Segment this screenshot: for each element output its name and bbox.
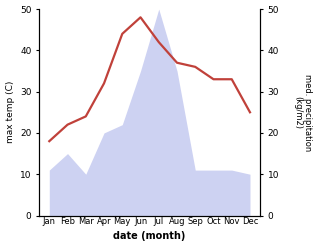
Y-axis label: med. precipitation
(kg/m2): med. precipitation (kg/m2)	[293, 74, 313, 151]
Y-axis label: max temp (C): max temp (C)	[5, 81, 15, 144]
X-axis label: date (month): date (month)	[114, 231, 186, 242]
